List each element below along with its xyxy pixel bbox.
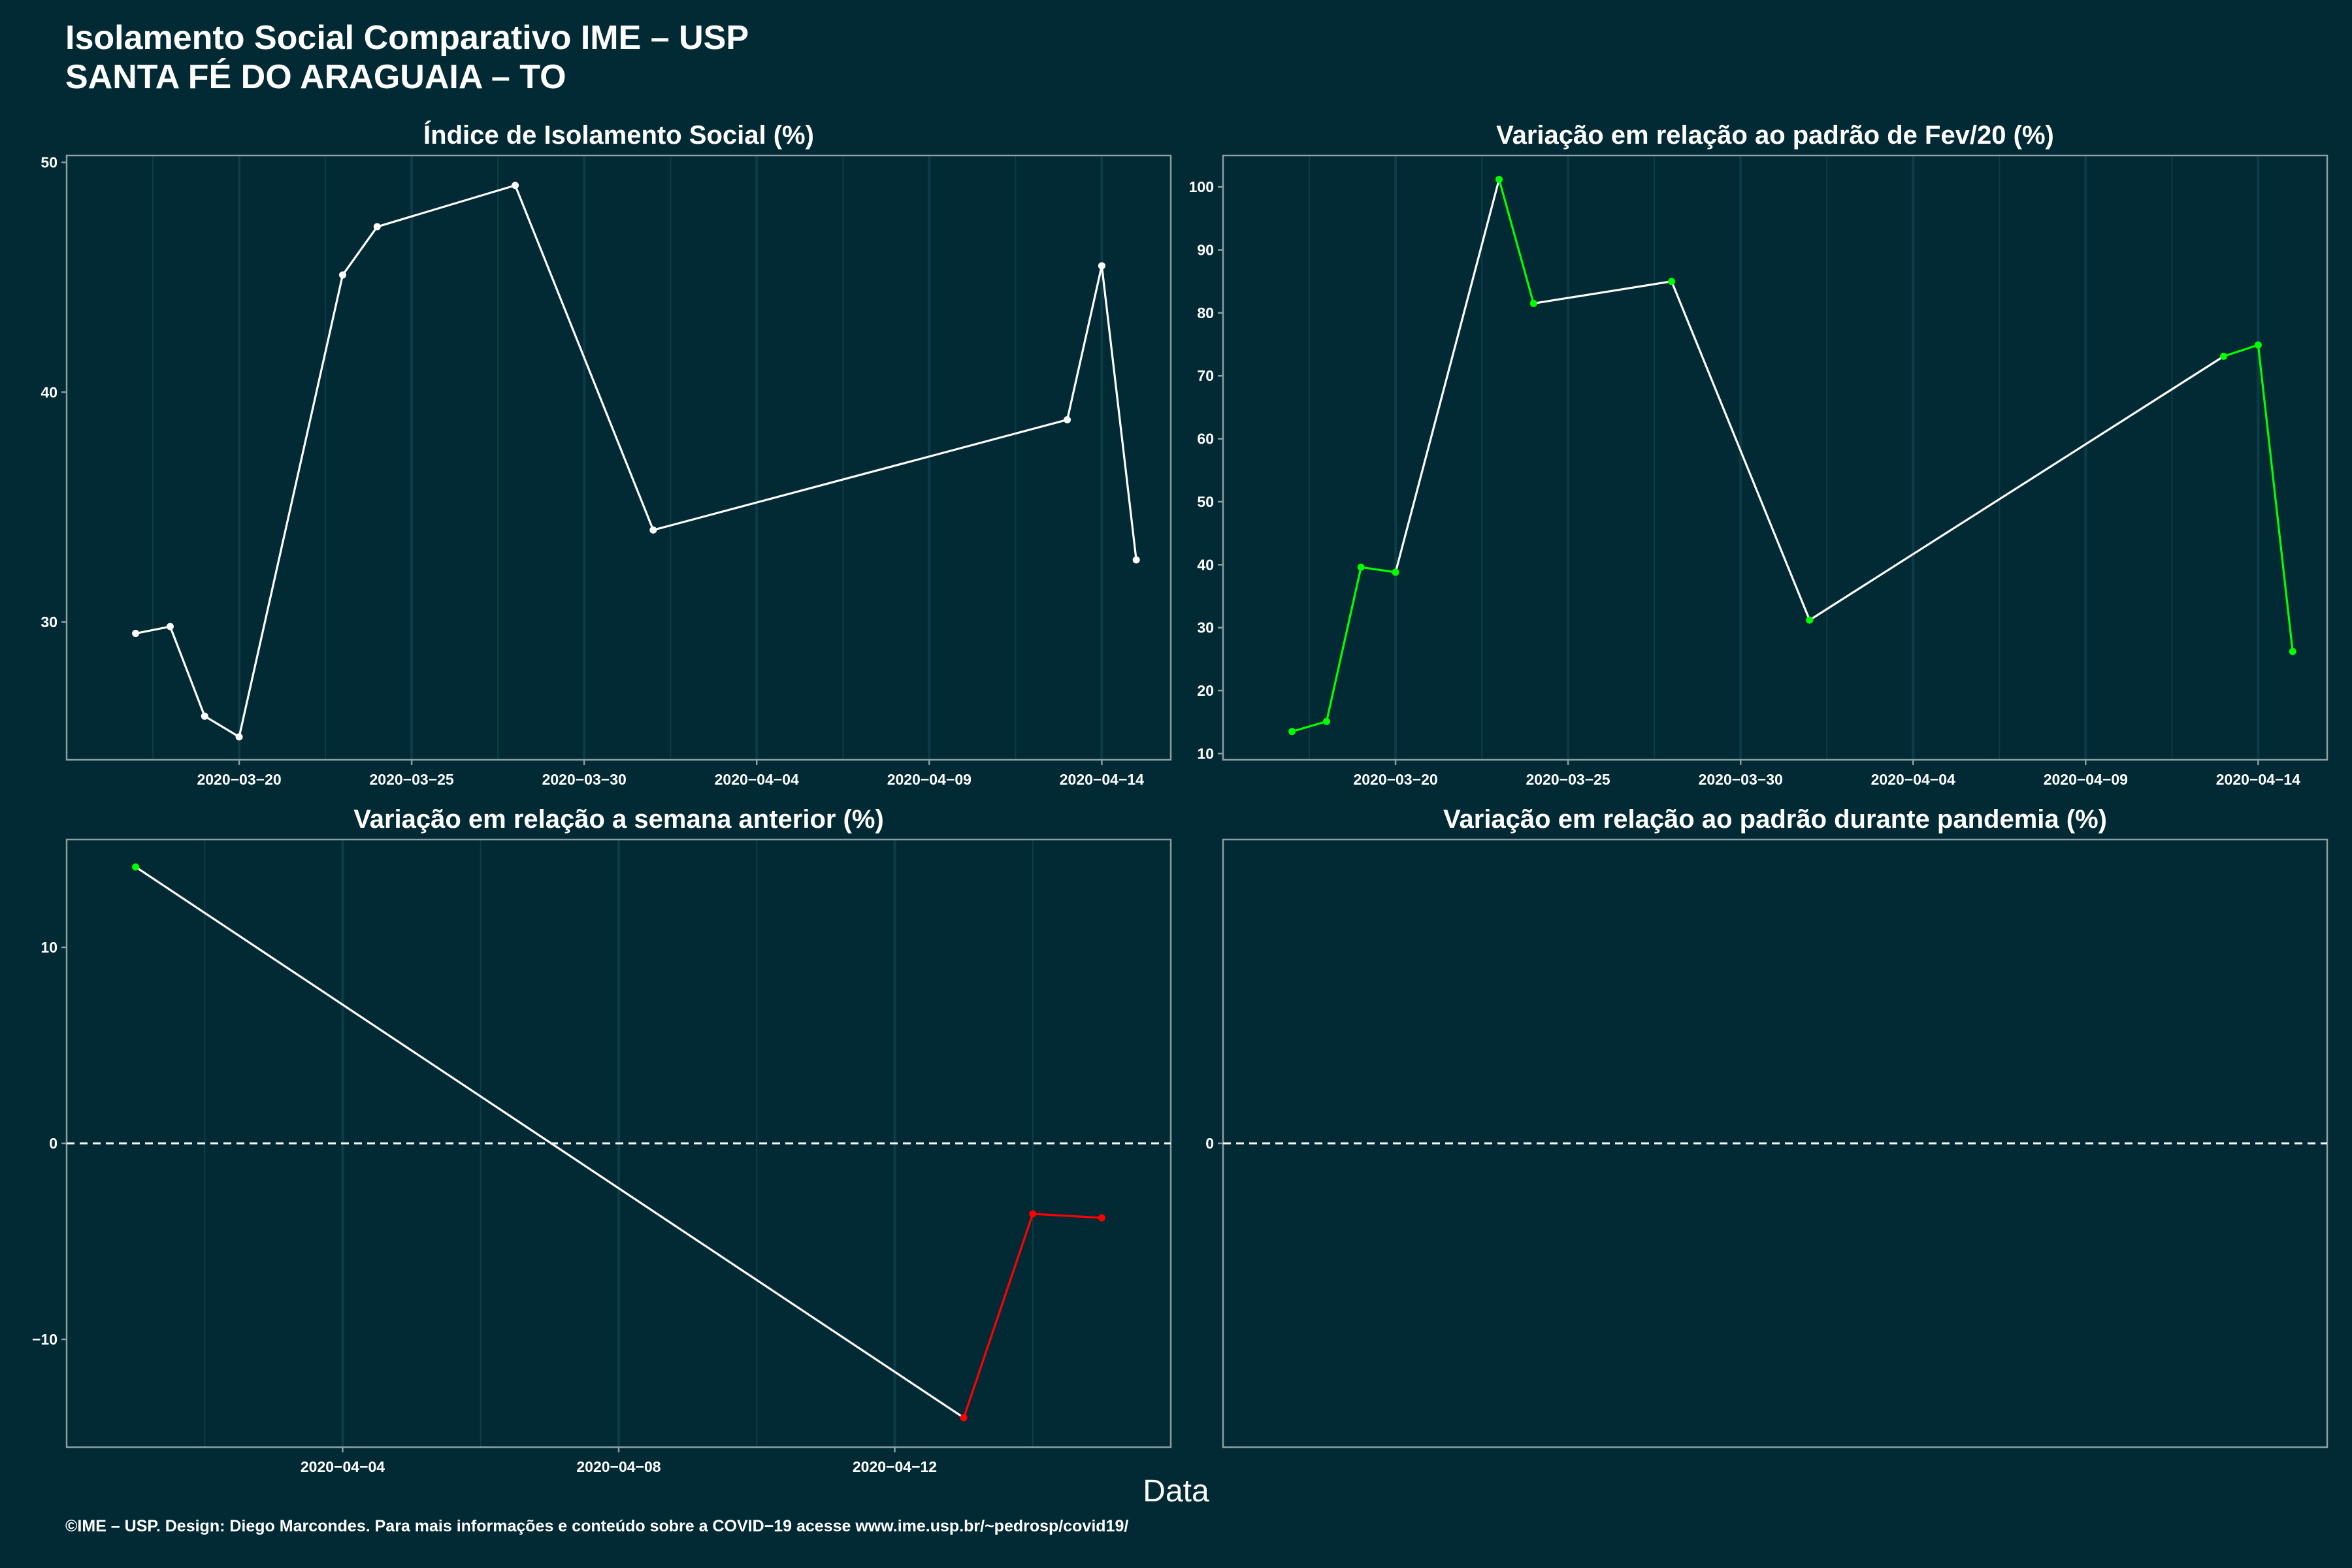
series-segment — [135, 625, 171, 635]
data-point — [132, 863, 140, 871]
series-segment — [1032, 1213, 1102, 1219]
x-tick-label: 2020−04−09 — [2044, 771, 2128, 788]
x-tick-label: 2020−03−20 — [1353, 771, 1437, 788]
series-segment — [1325, 566, 1362, 722]
series-segment — [204, 715, 240, 738]
series-segment — [1394, 179, 1501, 573]
x-tick-label: 2020−04−09 — [887, 771, 972, 788]
y-tick-label: 30 — [41, 613, 57, 630]
data-point — [1098, 1214, 1105, 1222]
x-tick-label: 2020−04−04 — [301, 1458, 385, 1475]
data-point — [1029, 1210, 1037, 1218]
data-point — [373, 223, 381, 231]
y-tick-label: 10 — [41, 939, 57, 956]
data-point — [1064, 416, 1071, 423]
x-tick-label: 2020−03−25 — [370, 771, 454, 788]
data-point — [1495, 176, 1503, 184]
series-segment — [1292, 720, 1327, 733]
series-segment — [2223, 344, 2259, 357]
x-axis-title: Data — [1143, 1474, 1209, 1509]
data-point — [166, 623, 174, 630]
panel-3-title: Variação em relação a semana anterior (%… — [353, 805, 884, 834]
x-tick-label: 2020−03−30 — [542, 771, 627, 788]
data-point — [960, 1414, 968, 1422]
data-point — [2220, 352, 2228, 360]
y-tick-label: −10 — [32, 1331, 57, 1348]
x-tick-label: 2020−04−12 — [853, 1458, 937, 1475]
series-segment — [238, 274, 344, 738]
x-tick-label: 2020−03−30 — [1699, 771, 1783, 788]
data-point — [132, 630, 140, 638]
x-tick-label: 2020−04−04 — [715, 771, 799, 788]
data-point — [2254, 341, 2262, 349]
series-segment — [2257, 344, 2294, 652]
y-tick-label: 30 — [1197, 619, 1214, 636]
y-tick-label: 40 — [41, 384, 57, 400]
panel-2-title: Variação em relação ao padrão de Fev/20 … — [1496, 121, 2054, 150]
panel-4-title: Variação em relação ao padrão durante pa… — [1443, 805, 2107, 834]
data-point — [1529, 299, 1537, 307]
y-tick-label: 10 — [1197, 745, 1214, 762]
series-segment — [342, 226, 378, 276]
series-segment — [1497, 179, 1535, 304]
data-point — [2289, 647, 2296, 655]
data-point — [1322, 717, 1330, 725]
panel-1-title: Índice de Isolamento Social (%) — [423, 120, 814, 150]
x-tick-label: 2020−04−08 — [576, 1458, 661, 1475]
data-point — [1357, 563, 1365, 571]
data-point — [1132, 556, 1140, 564]
data-point — [649, 526, 657, 534]
figure-subtitle: SANTA FÉ DO ARAGUAIA – TO — [65, 58, 566, 96]
y-tick-label: 90 — [1197, 242, 1214, 259]
series-segment — [376, 184, 516, 228]
x-tick-label: 2020−04−14 — [2216, 771, 2300, 788]
data-point — [1392, 568, 1399, 576]
series-segment — [653, 418, 1068, 531]
y-tick-label: 40 — [1197, 556, 1214, 573]
y-tick-label: 80 — [1197, 304, 1214, 321]
data-point — [1098, 262, 1105, 270]
series-segment — [1100, 265, 1137, 561]
series-segment — [135, 866, 965, 1419]
data-point — [1668, 278, 1676, 286]
series-segment — [1533, 280, 1672, 305]
y-tick-label: 70 — [1197, 367, 1214, 384]
data-point — [201, 712, 208, 720]
data-point — [1806, 616, 1814, 624]
data-point — [339, 271, 346, 279]
series-segment — [514, 185, 655, 531]
x-tick-label: 2020−03−20 — [197, 771, 281, 788]
series-segment — [962, 1213, 1034, 1418]
panel-2-frame — [1222, 154, 2328, 761]
x-tick-label: 2020−03−25 — [1526, 771, 1610, 788]
y-tick-label: 100 — [1189, 178, 1214, 195]
y-tick-label: 20 — [1197, 682, 1214, 699]
data-point — [512, 182, 519, 189]
y-tick-label: 60 — [1197, 431, 1214, 448]
x-tick-label: 2020−04−14 — [1060, 771, 1144, 788]
y-tick-label: 0 — [49, 1135, 57, 1152]
series-segment — [1808, 355, 2225, 621]
data-point — [1288, 728, 1296, 736]
panel-1-frame — [65, 154, 1172, 761]
series-segment — [1066, 265, 1103, 420]
series-segment — [1671, 281, 1811, 621]
series-segment — [169, 626, 206, 717]
figure-title: Isolamento Social Comparativo IME – USP — [65, 19, 749, 57]
series-segment — [1361, 566, 1396, 574]
data-point — [235, 733, 243, 741]
x-tick-label: 2020−04−04 — [1871, 771, 1955, 788]
y-tick-label: 50 — [1197, 493, 1214, 510]
y-tick-label: 50 — [41, 154, 57, 171]
y-tick-label: 0 — [1205, 1135, 1214, 1152]
footer-credits: ©IME – USP. Design: Diego Marcondes. Par… — [65, 1517, 1129, 1535]
